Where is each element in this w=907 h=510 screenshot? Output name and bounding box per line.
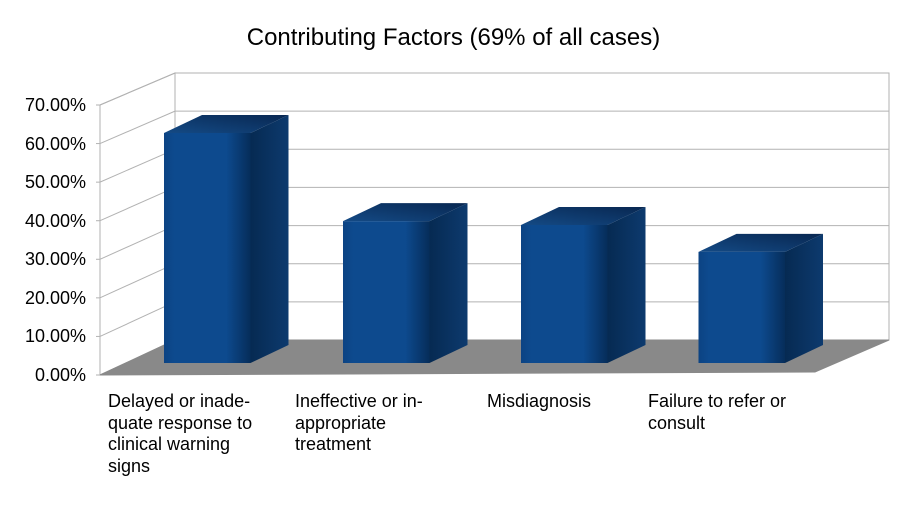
gridline-left-wall — [99, 225, 176, 260]
gridline-left-wall — [99, 263, 176, 299]
bar-side-face — [250, 115, 289, 363]
gridline-left-wall — [99, 110, 176, 145]
y-tick-label-60.00%: 60.00% — [24, 133, 86, 154]
category-label-line: treatment — [295, 434, 372, 455]
left-wall — [99, 72, 176, 376]
category-label-1: Delayed or inade-quate response to clinic… — [108, 391, 252, 477]
chart-floor — [99, 339, 890, 376]
bar-top-face — [343, 203, 468, 222]
y-tick-label-30.00%: 30.00% — [24, 249, 86, 270]
y-tick-label-50.00%: 50.00% — [24, 172, 86, 193]
bar-side-face — [429, 203, 468, 363]
category-label-line: Failure to refer or — [648, 391, 787, 411]
y-tick-label-20.00%: 20.00% — [24, 287, 86, 308]
category-label-line: clinical warning — [108, 434, 231, 455]
gridline-left-wall — [99, 301, 176, 337]
bar-side-face — [607, 207, 646, 363]
gridline-left-wall — [99, 72, 176, 106]
y-tick-label-70.00%: 70.00% — [24, 95, 86, 115]
gridline-left-wall — [99, 148, 176, 183]
bar-top-face — [698, 233, 823, 252]
category-label-line: Ineffective or in- — [295, 391, 423, 411]
gridline-left-wall — [99, 186, 176, 222]
bar-4 — [698, 233, 823, 363]
chart-title: Contributing Factors (69% of all cases) — [246, 24, 661, 51]
category-label-line: signs — [108, 455, 151, 476]
category-label-line: quate response to — [108, 412, 253, 433]
bar-front-face — [521, 225, 608, 363]
category-label-line: Misdiagnosis — [487, 391, 592, 411]
y-tick-label-40.00%: 40.00% — [24, 210, 86, 231]
category-label-line: appropriate — [295, 412, 387, 433]
y-tick-label-10.00%: 10.00% — [24, 326, 86, 347]
bar-side-face — [785, 233, 823, 363]
category-label-4: Failure to refer or consult — [648, 391, 786, 434]
category-label-line: consult — [648, 412, 706, 433]
bar-2 — [343, 203, 468, 363]
bar-1 — [164, 115, 289, 363]
category-label-3: Misdiagnosis — [487, 391, 591, 413]
y-tick-label-0.00%: 0.00% — [34, 365, 86, 385]
bar-3 — [521, 207, 646, 363]
bar-front-face — [164, 133, 251, 363]
category-label-line: Delayed or inade- — [108, 391, 251, 411]
bar-top-face — [164, 115, 289, 133]
bar-front-face — [698, 251, 785, 363]
bar-top-face — [521, 207, 646, 225]
category-label-2: Ineffective or in-appropriate treatment — [295, 391, 423, 456]
bar-front-face — [343, 221, 430, 363]
